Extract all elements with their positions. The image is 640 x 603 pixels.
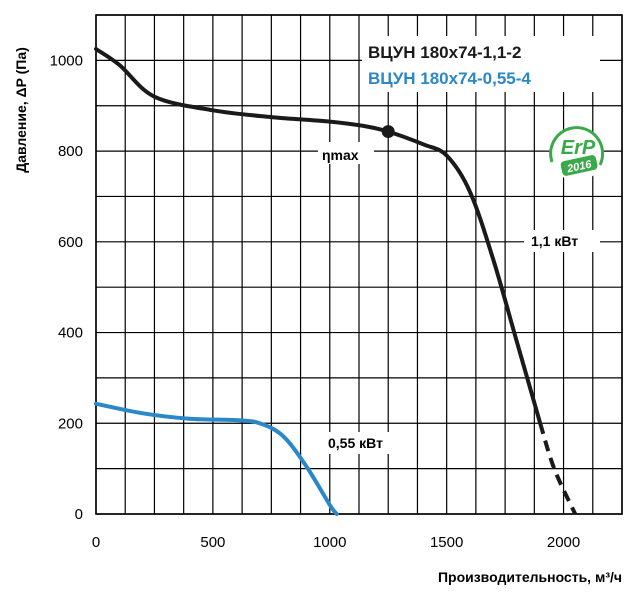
badge-main-text: ErP [561,137,596,159]
x-tick-label: 1000 [313,534,346,551]
legend-series-1: ВЦУН 180х74-1,1-2 [368,43,521,62]
eta-max-label: ηmax [322,147,359,163]
y-tick-label: 800 [58,143,83,160]
series-line-1-extrapolated [538,422,578,515]
power-label-background [320,432,396,454]
legend-background [362,36,600,92]
plot-frame [95,14,623,515]
y-tick-label: 1000 [50,52,83,69]
x-tick-label: 2000 [547,534,580,551]
badge-year-band [560,155,598,176]
x-axis-title: Производительность, м³/ч [438,569,622,585]
y-axis-title: Давление, ΔP (Па) [13,47,29,173]
power-label-background [524,230,600,252]
y-tick-label: 0 [75,506,83,523]
axis-ticks: 0 500 1000 1500 2000 0 200 400 600 800 1000 [50,52,581,551]
badge-arc [549,126,605,166]
eta-max-label-background [318,142,374,164]
x-tick-label: 1500 [430,534,463,551]
grid [95,14,623,515]
x-tick-label: 0 [92,534,100,551]
series-line-2 [94,401,339,516]
y-tick-label: 600 [58,234,83,251]
eta-max-point [381,125,395,139]
badge-year-text: 2016 [565,158,593,175]
power-label-1: 1,1 кВт [531,233,578,249]
legend-series-2: ВЦУН 180х74-0,55-4 [368,69,531,88]
power-label-2: 0,55 кВт [328,435,383,451]
y-tick-label: 400 [58,325,83,342]
y-tick-label: 200 [58,415,83,432]
series-layer: 1,1 кВт 0,55 кВт ηmax [94,47,600,516]
x-tick-label: 500 [200,534,225,551]
